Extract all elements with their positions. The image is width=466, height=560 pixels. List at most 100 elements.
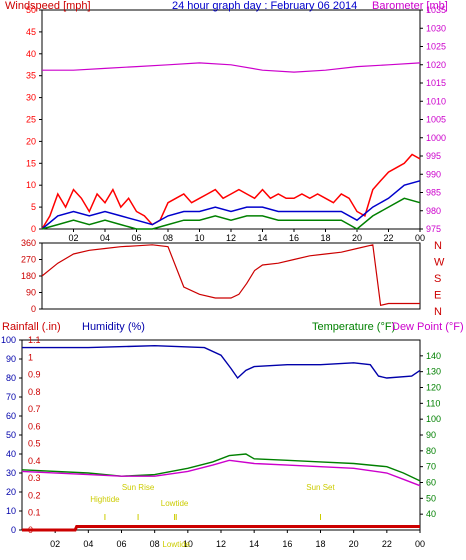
wind-title: 24 hour graph day : February 06 2014 [172, 0, 357, 12]
temperature-axis: 40 50 60 70 80 90 100 110 120 130 140 [420, 351, 441, 519]
annotation-label: Lowtide [162, 540, 190, 549]
baro-tick-label: 1030 [426, 23, 446, 33]
rain-x-label: 10 [183, 539, 193, 549]
direction-tick-label: 180 [21, 271, 36, 281]
wind-tick-label: 20 [26, 136, 36, 146]
rain-tick-label: 0.6 [28, 421, 41, 431]
wind-x-label: 10 [194, 233, 204, 243]
temperature-tick-label: 70 [426, 462, 436, 472]
wind-tick-label: 30 [26, 93, 36, 103]
dewpoint-label: Dew Point (°F) [392, 321, 464, 333]
wind-tick-label: 0 [31, 224, 36, 234]
wind-tick-label: 50 [26, 5, 36, 15]
wind-tick-label: 10 [26, 180, 36, 190]
humidity-tick-label: 20 [6, 487, 16, 497]
humidity-tick-label: 50 [6, 430, 16, 440]
wind-tick-label: 35 [26, 71, 36, 81]
temperature-tick-label: 90 [426, 430, 436, 440]
rain-tick-label: 1.1 [28, 335, 41, 345]
rain-tick-label: 0.4 [28, 456, 41, 466]
baro-tick-label: 985 [426, 188, 441, 198]
rain-x-label: 16 [282, 539, 292, 549]
humidity-axis: 0 10 20 30 40 50 60 70 80 90 100 [1, 335, 22, 535]
humidity-tick-label: 10 [6, 506, 16, 516]
rain-x-label: 18 [315, 539, 325, 549]
humidity-tick-label: 40 [6, 449, 16, 459]
rain-x-label: 22 [382, 539, 392, 549]
wind-x-label: 20 [352, 233, 362, 243]
wind-left-axis: 0 5 10 15 20 25 30 35 40 45 50 [26, 5, 42, 234]
baro-tick-label: 1005 [426, 115, 446, 125]
baro-tick-label: 1025 [426, 42, 446, 52]
wind-x-label: 04 [100, 233, 110, 243]
rain-label: Rainfall (.in) [2, 321, 61, 333]
wind-tick-label: 15 [26, 158, 36, 168]
rain-tick-label: 0.1 [28, 508, 41, 518]
rain-x-label: 14 [249, 539, 259, 549]
direction-tick-label: 270 [21, 255, 36, 265]
temperature-tick-label: 50 [426, 493, 436, 503]
rain-tick-label: 0.9 [28, 370, 41, 380]
annotation-label: Sun Rise [122, 483, 155, 492]
temperature-tick-label: 130 [426, 367, 441, 377]
rain-x-label: 06 [116, 539, 126, 549]
rain-hum-temp-series [21, 344, 421, 532]
wind-x-label: 12 [226, 233, 236, 243]
windspeed-line [41, 153, 421, 230]
wind-tick-label: 45 [26, 27, 36, 37]
temperature-tick-label: 100 [426, 414, 441, 424]
baro-tick-label: 1015 [426, 78, 446, 88]
rain-x-label: 20 [349, 539, 359, 549]
rain-x-label: 08 [150, 539, 160, 549]
wind-x-label: 14 [257, 233, 267, 243]
temperature-tick-label: 60 [426, 478, 436, 488]
wind-x-label: 18 [320, 233, 330, 243]
direction-tick-label: 360 [21, 238, 36, 248]
direction-tick-label: 90 [26, 288, 36, 298]
compass-label: S [434, 273, 441, 285]
annotation-label: Sun Set [306, 483, 335, 492]
humidity-tick-label: 30 [6, 468, 16, 478]
wind-tick-label: 25 [26, 115, 36, 125]
baro-tick-label: 990 [426, 169, 441, 179]
compass-label: W [434, 257, 445, 269]
temperature-tick-label: 80 [426, 446, 436, 456]
direction-tick-label: 0 [31, 304, 36, 314]
baro-right-axis: 975 980 985 990 995 1000 1005 1010 1015 1020 1025 1… [420, 5, 446, 234]
compass-label: N [434, 240, 442, 252]
temperature-tick-label: 110 [426, 398, 440, 408]
direction-left-axis: 0 90 180 270 360 [21, 238, 42, 314]
rain-x-label: 02 [50, 539, 60, 549]
direction-line [41, 244, 420, 307]
rain-tick-label: 0.7 [28, 404, 41, 414]
humidity-tick-label: 100 [1, 335, 16, 345]
humidity-tick-label: 60 [6, 411, 16, 421]
annotation-label: Hightide [90, 495, 120, 504]
temperature-tick-label: 120 [426, 383, 441, 393]
wind-x-label: 02 [68, 233, 78, 243]
average-wind-line [41, 180, 421, 230]
rain-axis: 00.10.20.30.40.50.60.70.80.911.1 [28, 335, 41, 535]
wind-tick-label: 40 [26, 49, 36, 59]
humidity-tick-label: 0 [11, 525, 16, 535]
compass-label: N [434, 306, 442, 318]
wind-x-label: 00 [415, 233, 425, 243]
humidity-tick-label: 70 [6, 392, 16, 402]
wind-x-label: 22 [383, 233, 393, 243]
temperature-line [21, 453, 421, 482]
wind-x-axis: 02 04 06 08 10 12 14 16 18 20 22 00 [68, 229, 425, 243]
rain-tick-label: 0.3 [28, 473, 41, 483]
baro-tick-label: 1020 [426, 60, 446, 70]
wind-x-label: 08 [163, 233, 173, 243]
baro-tick-label: 995 [426, 151, 441, 161]
wind-tick-label: 5 [31, 202, 36, 212]
humidity-tick-label: 80 [6, 373, 16, 383]
humidity-label: Humidity (%) [82, 321, 145, 333]
baro-tick-label: 1035 [426, 5, 446, 15]
annotation-label: Lowtide [161, 499, 189, 508]
wind-right-label: Barometer [mb] [372, 0, 448, 12]
